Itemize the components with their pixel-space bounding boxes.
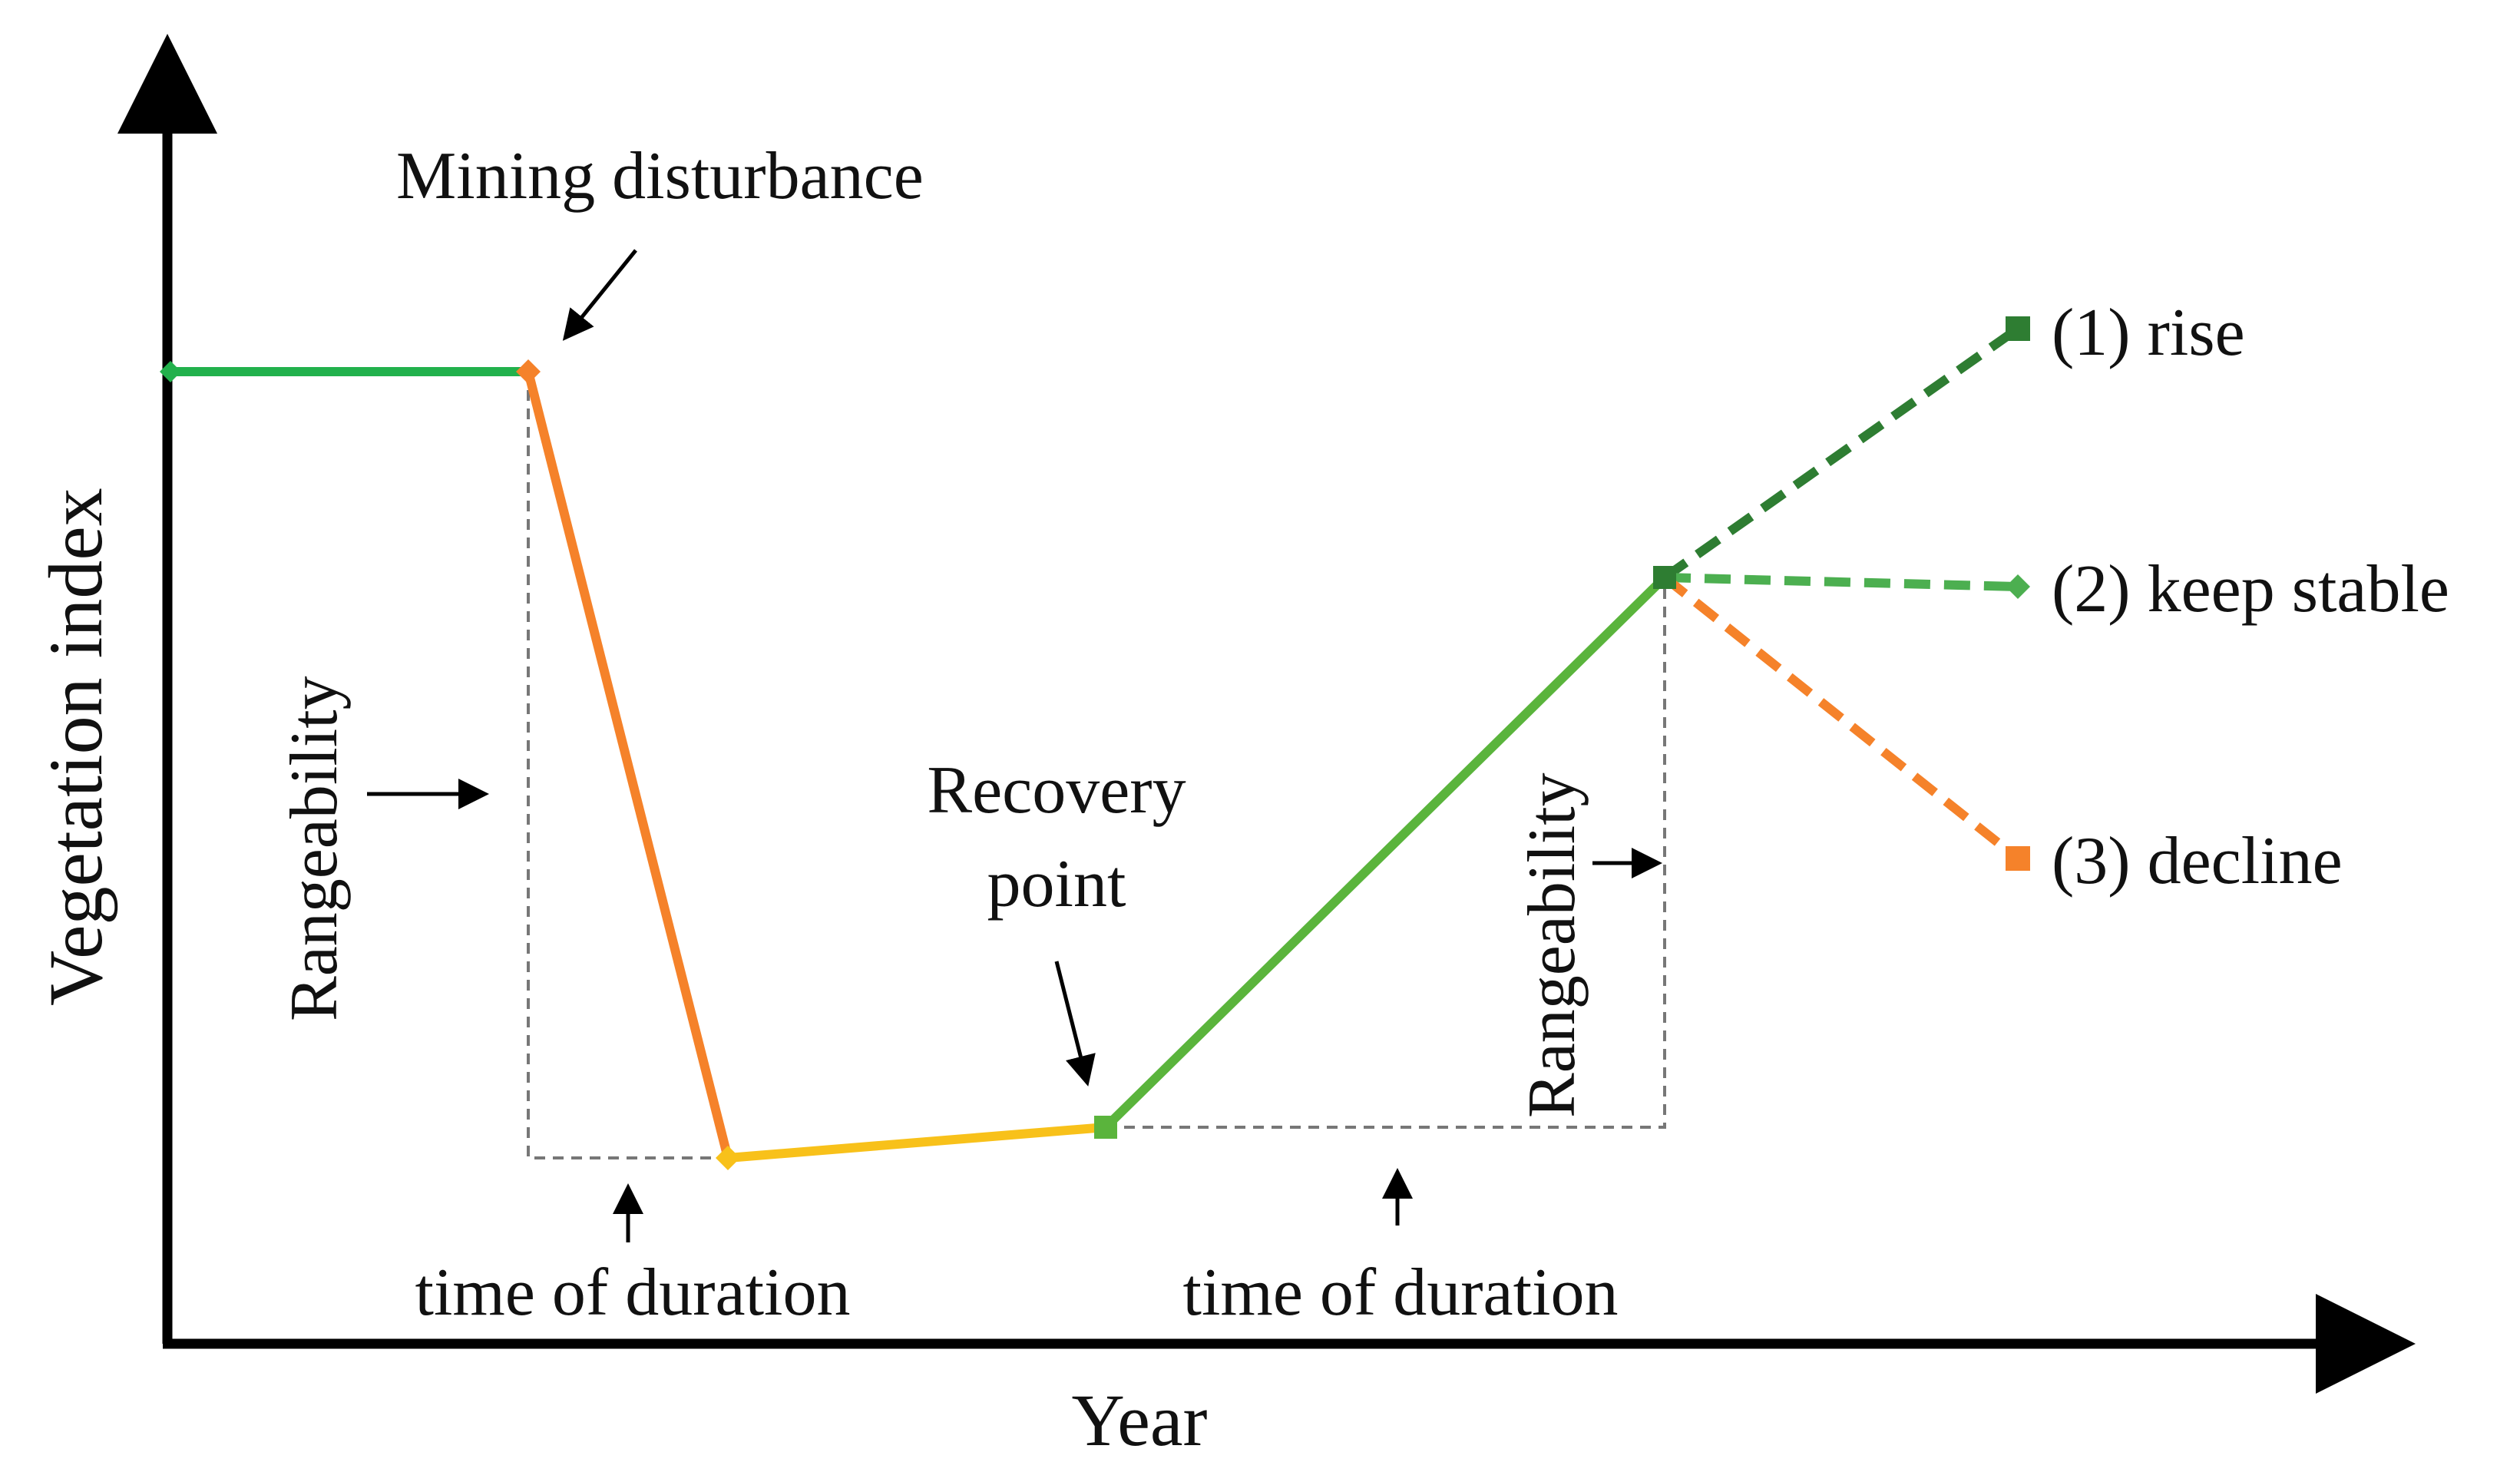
right-guide <box>1106 577 1666 1129</box>
mining-disturbance-arrow <box>562 249 637 341</box>
outcome-stable-label: (2) keep stable <box>2052 552 2449 627</box>
rangeability-right-label: Rangeability <box>1515 772 1589 1118</box>
recovery-point-label-line1: Recovery <box>927 753 1186 828</box>
recovery-segment <box>1102 574 1668 1131</box>
duration-right-label: time of duration <box>1183 1255 1619 1330</box>
outcome-rise-label: (1) rise <box>2052 296 2245 370</box>
rise-end-marker <box>2006 316 2030 341</box>
recovery-point-marker <box>1094 1116 1117 1139</box>
branch-point-marker <box>1653 566 1676 589</box>
low-point-marker <box>716 1146 740 1170</box>
rise-branch <box>1662 325 2021 581</box>
recovery-point-arrow <box>1054 961 1096 1087</box>
baseline-start-marker <box>160 361 181 382</box>
annotation-arrows <box>367 249 1662 1242</box>
disturbance-segment <box>524 370 733 1159</box>
stable-branch <box>1664 573 2019 591</box>
guide-lines <box>527 372 1666 1159</box>
recovery-point-label-line2: point <box>987 847 1126 921</box>
left-guide <box>527 372 728 1159</box>
decline-branch <box>1662 574 2021 862</box>
stable-end-marker <box>2006 574 2030 599</box>
rangeability-left-label: Rangeability <box>277 676 352 1021</box>
outcome-decline-label: (3) decline <box>2052 824 2343 898</box>
disturbance-marker <box>516 359 541 384</box>
x-axis-label: Year <box>1072 1379 1208 1461</box>
low-segment <box>727 1123 1106 1163</box>
y-axis-label: Vegetation index <box>33 488 118 1006</box>
decline-end-marker <box>2006 846 2030 871</box>
duration-left-label: time of duration <box>415 1255 851 1330</box>
mining-disturbance-label: Mining disturbance <box>396 139 924 213</box>
